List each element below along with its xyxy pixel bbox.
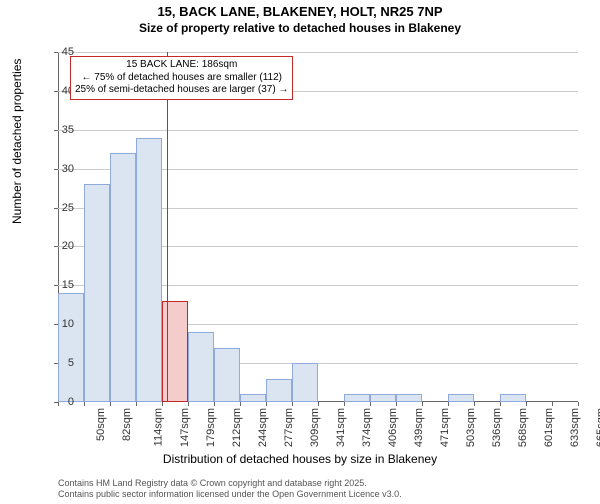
xtick-label: 601sqm [543, 408, 555, 447]
xtick-mark [578, 402, 579, 406]
chart-title: 15, BACK LANE, BLAKENEY, HOLT, NR25 7NP [0, 4, 600, 21]
xtick-mark [474, 402, 475, 406]
xtick-mark [266, 402, 267, 406]
histogram-bar [58, 293, 84, 402]
xtick-mark [500, 402, 501, 406]
gridline [58, 52, 578, 53]
xtick-mark [240, 402, 241, 406]
plot [58, 52, 578, 402]
ytick-label: 0 [44, 396, 74, 408]
xtick-label: 374sqm [361, 408, 373, 447]
ytick-label: 25 [44, 202, 74, 214]
footer-line2: Contains public sector information licen… [58, 489, 402, 500]
histogram-bar [162, 301, 188, 402]
y-axis-label: Number of detached properties [10, 59, 24, 224]
histogram-bar [188, 332, 214, 402]
xtick-label: 341sqm [335, 408, 347, 447]
xtick-label: 439sqm [413, 408, 425, 447]
footer-line1: Contains HM Land Registry data © Crown c… [58, 478, 402, 489]
xtick-label: 147sqm [179, 408, 191, 447]
ytick-label: 30 [44, 163, 74, 175]
gridline [58, 130, 578, 131]
histogram-bar [266, 379, 292, 402]
ytick-label: 35 [44, 124, 74, 136]
xtick-label: 50sqm [95, 408, 107, 441]
xtick-label: 212sqm [231, 408, 243, 447]
histogram-bar [370, 394, 396, 402]
xtick-mark [214, 402, 215, 406]
histogram-bar [84, 184, 110, 402]
xtick-label: 406sqm [387, 408, 399, 447]
xtick-label: 309sqm [309, 408, 321, 447]
xtick-mark [448, 402, 449, 406]
xtick-mark [526, 402, 527, 406]
ytick-label: 5 [44, 357, 74, 369]
info-line: 15 BACK LANE: 186sqm [75, 59, 288, 72]
info-box: 15 BACK LANE: 186sqm← 75% of detached ho… [70, 56, 293, 100]
chart-container: 15, BACK LANE, BLAKENEY, HOLT, NR25 7NP … [0, 4, 600, 504]
xtick-label: 568sqm [517, 408, 529, 447]
xtick-mark [344, 402, 345, 406]
reference-line [167, 52, 168, 402]
histogram-bar [500, 394, 526, 402]
histogram-bar [292, 363, 318, 402]
xtick-label: 179sqm [205, 408, 217, 447]
xtick-mark [84, 402, 85, 406]
xtick-mark [370, 402, 371, 406]
histogram-bar [110, 153, 136, 402]
xtick-mark [136, 402, 137, 406]
xtick-mark [422, 402, 423, 406]
info-line: 25% of semi-detached houses are larger (… [75, 84, 288, 97]
xtick-mark [552, 402, 553, 406]
xtick-label: 277sqm [283, 408, 295, 447]
xtick-mark [396, 402, 397, 406]
xtick-label: 82sqm [121, 408, 133, 441]
histogram-bar [344, 394, 370, 402]
xtick-mark [318, 402, 319, 406]
xtick-label: 536sqm [491, 408, 503, 447]
ytick-label: 15 [44, 279, 74, 291]
ytick-label: 10 [44, 318, 74, 330]
ytick-label: 20 [44, 240, 74, 252]
xtick-mark [162, 402, 163, 406]
xtick-mark [110, 402, 111, 406]
xtick-label: 471sqm [439, 408, 451, 447]
xtick-mark [188, 402, 189, 406]
xtick-mark [292, 402, 293, 406]
xtick-label: 503sqm [465, 408, 477, 447]
histogram-bar [214, 348, 240, 402]
histogram-bar [396, 394, 422, 402]
xtick-label: 665sqm [595, 408, 600, 447]
histogram-bar [240, 394, 266, 402]
plot-area [58, 52, 578, 402]
info-line: ← 75% of detached houses are smaller (11… [75, 72, 288, 85]
chart-subtitle: Size of property relative to detached ho… [0, 21, 600, 35]
histogram-bar [136, 138, 162, 402]
xtick-label: 114sqm [152, 408, 164, 446]
xtick-label: 633sqm [569, 408, 581, 447]
xtick-label: 244sqm [257, 408, 269, 447]
histogram-bar [448, 394, 474, 402]
footer-attribution: Contains HM Land Registry data © Crown c… [58, 478, 402, 501]
x-axis-label: Distribution of detached houses by size … [0, 452, 600, 466]
